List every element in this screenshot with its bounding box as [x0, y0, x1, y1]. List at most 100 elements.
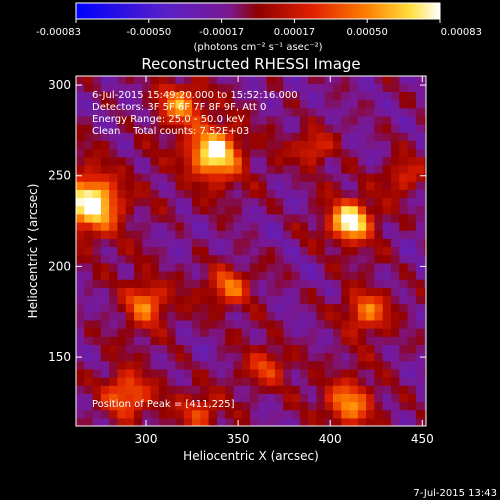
- heatmap-cell: [332, 254, 342, 264]
- heatmap-cell: [424, 173, 426, 182]
- heatmap-cell: [241, 336, 251, 345]
- heatmap-cell: [241, 360, 251, 370]
- heatmap-cell: [407, 91, 417, 101]
- heatmap-cell: [134, 221, 143, 231]
- heatmap-cell: [374, 328, 384, 337]
- heatmap-cell: [92, 311, 102, 321]
- heatmap-cell: [225, 99, 235, 109]
- heatmap-cell: [407, 344, 417, 354]
- heatmap-cell: [357, 352, 367, 362]
- heatmap-cell: [349, 336, 359, 345]
- heatmap-cell: [175, 230, 185, 239]
- heatmap-cell: [216, 319, 226, 329]
- heatmap-cell: [374, 148, 384, 158]
- heatmap-cell: [167, 238, 177, 248]
- heatmap-cell: [399, 246, 409, 256]
- heatmap-cell: [299, 393, 309, 403]
- heatmap-cell: [374, 238, 384, 248]
- heatmap-cell: [76, 417, 85, 426]
- heatmap-cell: [324, 417, 334, 426]
- heatmap-cell: [283, 254, 293, 264]
- heatmap-cell: [167, 417, 177, 426]
- heatmap-cell: [349, 417, 359, 426]
- heatmap-cell: [225, 189, 235, 199]
- heatmap-cell: [258, 115, 268, 125]
- heatmap-cell: [158, 254, 168, 264]
- heatmap-cell: [349, 360, 359, 370]
- heatmap-cell: [225, 230, 235, 239]
- heatmap-cell: [76, 156, 85, 166]
- heatmap-cell: [274, 140, 284, 150]
- heatmap-cell: [424, 76, 426, 84]
- heatmap-cell: [415, 393, 425, 403]
- heatmap-cell: [341, 385, 351, 394]
- heatmap-cell: [225, 401, 235, 411]
- heatmap-cell: [233, 303, 243, 313]
- heatmap-cell: [299, 377, 309, 386]
- heatmap-cell: [109, 246, 119, 256]
- heatmap-cell: [250, 115, 259, 125]
- heatmap-cell: [308, 279, 317, 288]
- heatmap-cell: [109, 83, 119, 93]
- heatmap-cell: [308, 401, 317, 411]
- heatmap-cell: [266, 181, 276, 190]
- heatmap-cell: [382, 319, 392, 329]
- heatmap-cell: [183, 148, 193, 158]
- heatmap-cell: [341, 246, 351, 256]
- heatmap-cell: [167, 107, 177, 117]
- heatmap-cell: [391, 303, 400, 313]
- heatmap-cell: [84, 238, 94, 248]
- heatmap-cell: [274, 148, 284, 158]
- heatmap-cell: [117, 140, 127, 150]
- heatmap-cell: [349, 76, 359, 84]
- heatmap-cell: [216, 385, 226, 394]
- heatmap-cell: [291, 221, 301, 231]
- heatmap-cell: [274, 377, 284, 386]
- heatmap-cell: [200, 230, 210, 239]
- heatmap-cell: [349, 156, 359, 166]
- heatmap-cell: [349, 132, 359, 141]
- heatmap-cell: [92, 115, 102, 125]
- heatmap-cell: [158, 213, 168, 223]
- heatmap-cell: [299, 124, 309, 133]
- heatmap-cell: [407, 377, 417, 386]
- heatmap-cell: [150, 173, 160, 182]
- heatmap-cell: [84, 360, 94, 370]
- heatmap-cell: [291, 91, 301, 101]
- heatmap-cell: [183, 368, 193, 378]
- heatmap-cell: [125, 262, 135, 272]
- heatmap-cell: [241, 173, 251, 182]
- heatmap-cell: [134, 319, 143, 329]
- heatmap-cell: [84, 173, 94, 182]
- heatmap-cell: [192, 360, 201, 370]
- heatmap-cell: [266, 238, 276, 248]
- heatmap-cell: [266, 295, 276, 305]
- heatmap-cell: [283, 287, 293, 297]
- heatmap-cell: [299, 140, 309, 150]
- heatmap-cell: [233, 409, 243, 419]
- heatmap-cell: [117, 115, 127, 125]
- heatmap-cell: [117, 83, 127, 93]
- heatmap-cell: [357, 99, 367, 109]
- heatmap-cell: [158, 270, 168, 280]
- heatmap-cell: [76, 189, 85, 199]
- heatmap-cell: [266, 352, 276, 362]
- heatmap-cell: [250, 287, 259, 297]
- plot-frame: [75, 75, 427, 427]
- heatmap-cell: [208, 409, 218, 419]
- heatmap-cell: [391, 181, 400, 190]
- heatmap-cell: [200, 262, 210, 272]
- heatmap-cell: [399, 230, 409, 239]
- heatmap-cell: [84, 270, 94, 280]
- heatmap-cell: [225, 262, 235, 272]
- heatmap-cell: [316, 360, 326, 370]
- heatmap-cell: [366, 99, 376, 109]
- heatmap-cell: [175, 417, 185, 426]
- heatmap-cell: [92, 279, 102, 288]
- heatmap-cell: [167, 336, 177, 345]
- heatmap-cell: [150, 336, 160, 345]
- heatmap-cell: [366, 221, 376, 231]
- heatmap-cell: [142, 303, 152, 313]
- heatmap-cell: [415, 377, 425, 386]
